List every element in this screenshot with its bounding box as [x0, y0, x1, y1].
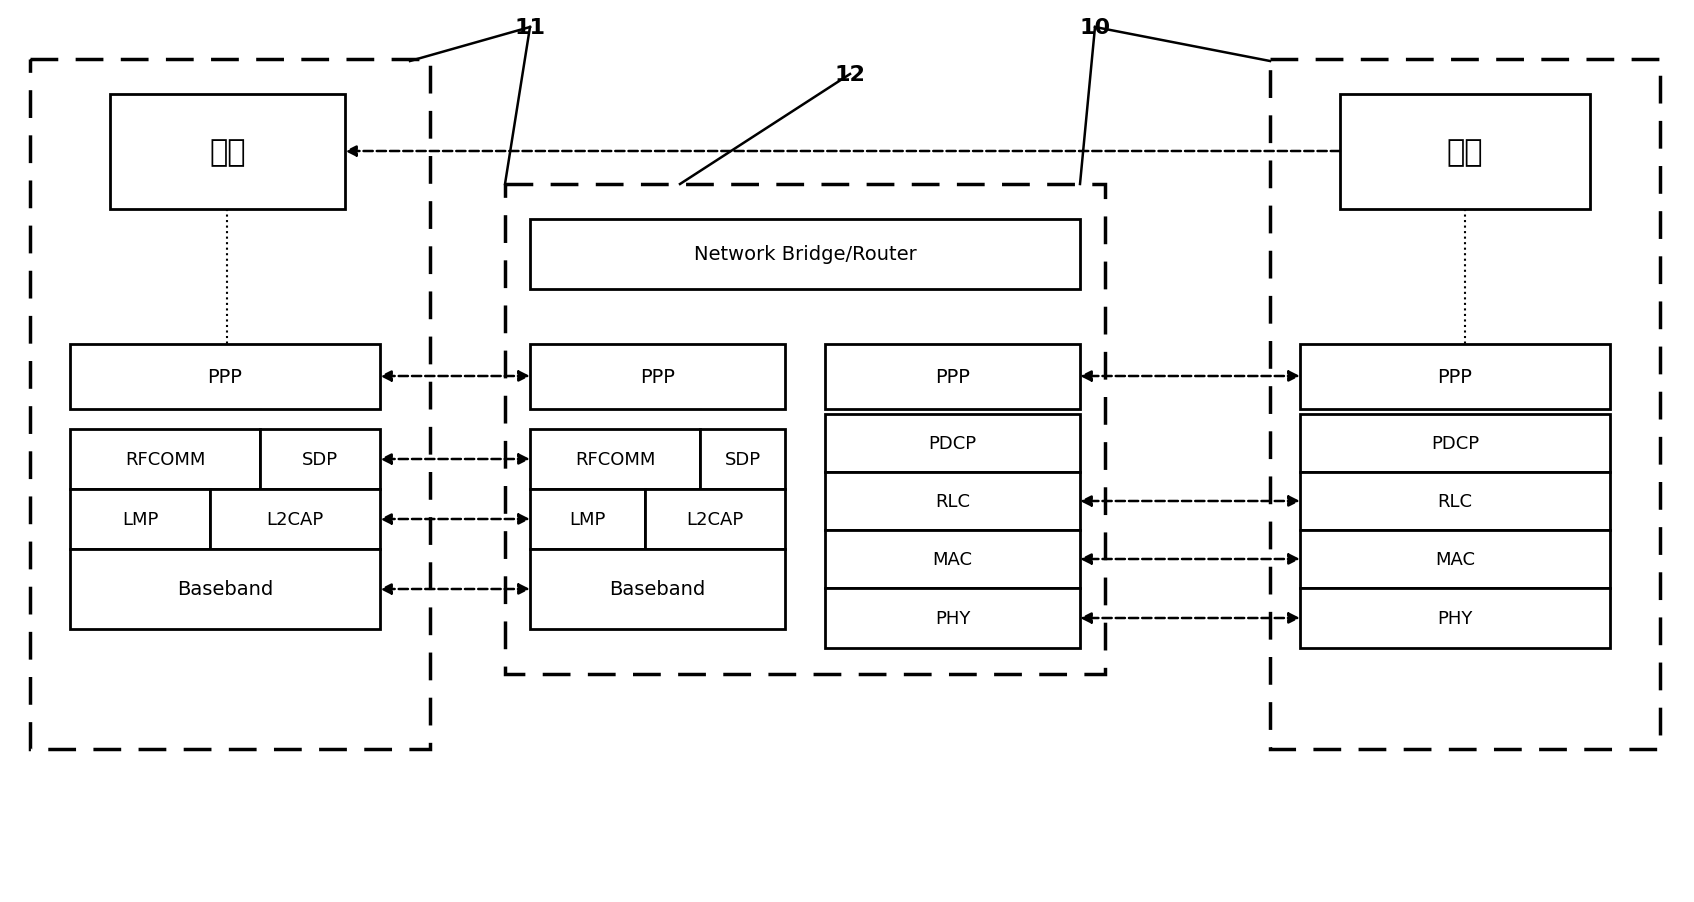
Text: PPP: PPP	[640, 368, 674, 387]
Text: RLC: RLC	[1438, 492, 1472, 511]
Bar	[69, 345, 379, 410]
Bar	[259, 429, 379, 490]
Bar	[1299, 530, 1609, 588]
Bar	[530, 345, 784, 410]
Text: MAC: MAC	[932, 550, 972, 568]
Bar	[1340, 95, 1591, 210]
Bar	[825, 530, 1081, 588]
Bar	[1299, 473, 1609, 530]
Bar	[825, 415, 1081, 473]
Bar	[1270, 60, 1660, 750]
Bar	[69, 549, 379, 630]
Text: LMP: LMP	[569, 511, 606, 529]
Text: Baseband: Baseband	[176, 580, 273, 599]
Bar	[825, 588, 1081, 649]
Bar	[825, 473, 1081, 530]
Text: RFCOMM: RFCOMM	[125, 450, 205, 468]
Bar	[1299, 415, 1609, 473]
Bar	[69, 490, 210, 549]
Bar	[1299, 588, 1609, 649]
Text: L2CAP: L2CAP	[686, 511, 744, 529]
Bar	[645, 490, 784, 549]
Text: 10: 10	[1079, 18, 1111, 38]
Text: 12: 12	[835, 65, 866, 85]
Bar	[110, 95, 346, 210]
Bar	[69, 429, 259, 490]
Bar	[210, 490, 379, 549]
Text: L2CAP: L2CAP	[266, 511, 324, 529]
Bar	[700, 429, 784, 490]
Text: 11: 11	[515, 18, 545, 38]
Text: PPP: PPP	[1438, 368, 1472, 387]
Text: Network Bridge/Router: Network Bridge/Router	[693, 245, 916, 264]
Text: RFCOMM: RFCOMM	[574, 450, 656, 468]
Bar	[505, 185, 1104, 675]
Text: RLC: RLC	[935, 492, 971, 511]
Text: 应用: 应用	[210, 138, 246, 167]
Text: PDCP: PDCP	[1431, 435, 1479, 453]
Text: SDP: SDP	[302, 450, 339, 468]
Text: 应用: 应用	[1447, 138, 1484, 167]
Text: PDCP: PDCP	[928, 435, 976, 453]
Text: PHY: PHY	[935, 610, 971, 627]
Bar	[530, 220, 1081, 290]
Text: LMP: LMP	[122, 511, 158, 529]
Text: MAC: MAC	[1435, 550, 1475, 568]
Text: SDP: SDP	[725, 450, 761, 468]
Bar	[530, 490, 645, 549]
Bar	[825, 345, 1081, 410]
Bar	[530, 429, 700, 490]
Bar	[1299, 345, 1609, 410]
Text: Baseband: Baseband	[610, 580, 706, 599]
Text: PPP: PPP	[208, 368, 242, 387]
Bar	[30, 60, 430, 750]
Text: PPP: PPP	[935, 368, 971, 387]
Text: PHY: PHY	[1437, 610, 1472, 627]
Bar	[530, 549, 784, 630]
